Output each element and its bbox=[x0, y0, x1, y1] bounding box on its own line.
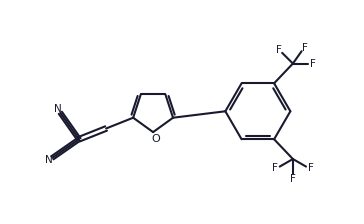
Text: F: F bbox=[310, 58, 316, 69]
Text: N: N bbox=[54, 104, 62, 114]
Text: F: F bbox=[273, 163, 278, 173]
Text: F: F bbox=[302, 43, 308, 53]
Text: F: F bbox=[308, 163, 314, 173]
Text: F: F bbox=[290, 174, 296, 185]
Text: N: N bbox=[45, 155, 52, 166]
Text: F: F bbox=[276, 45, 282, 55]
Text: O: O bbox=[151, 134, 160, 144]
